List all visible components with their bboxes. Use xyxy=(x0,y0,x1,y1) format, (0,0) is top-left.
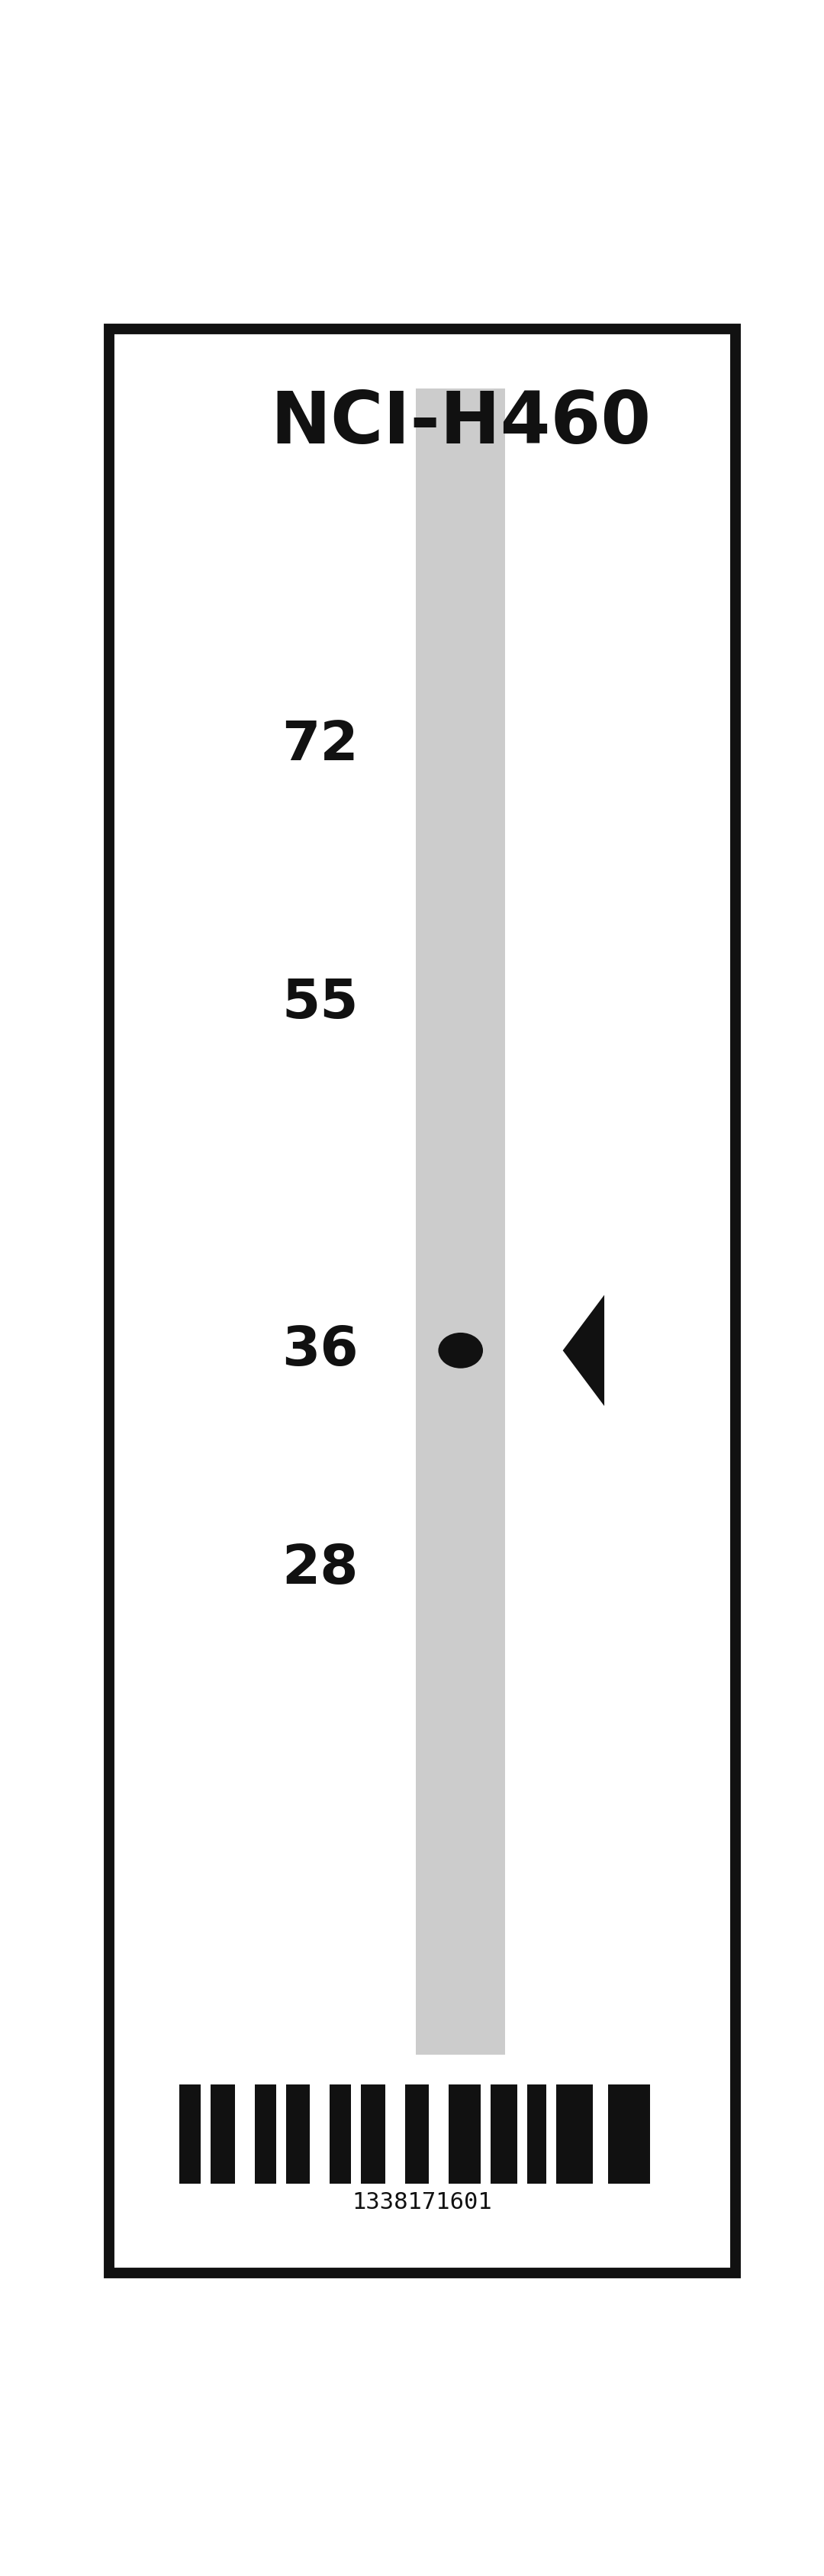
Bar xyxy=(299,2084,310,2184)
Bar xyxy=(462,2084,475,2184)
Bar xyxy=(188,2084,201,2184)
Text: NCI-H460: NCI-H460 xyxy=(270,389,651,459)
Bar xyxy=(496,2084,502,2184)
Bar xyxy=(527,2084,538,2184)
Text: 55: 55 xyxy=(282,976,358,1030)
Bar xyxy=(538,2084,546,2184)
Text: 28: 28 xyxy=(282,1543,358,1595)
Bar xyxy=(577,2084,593,2184)
Bar xyxy=(330,2084,346,2184)
Bar xyxy=(271,2084,276,2184)
Bar xyxy=(572,2084,577,2184)
Polygon shape xyxy=(563,1296,604,1406)
Bar xyxy=(556,2084,572,2184)
Bar xyxy=(491,2084,496,2184)
Text: 36: 36 xyxy=(282,1324,358,1376)
Bar xyxy=(449,2084,462,2184)
Ellipse shape xyxy=(438,1332,483,1368)
Bar xyxy=(211,2084,216,2184)
Bar xyxy=(361,2084,367,2184)
Bar xyxy=(621,2084,634,2184)
Bar xyxy=(608,2084,621,2184)
Bar xyxy=(346,2084,351,2184)
Bar xyxy=(255,2084,271,2184)
Bar xyxy=(634,2084,650,2184)
Bar xyxy=(405,2084,413,2184)
Text: 1338171601: 1338171601 xyxy=(352,2192,493,2213)
Bar xyxy=(367,2084,380,2184)
Text: 72: 72 xyxy=(282,719,358,773)
Bar xyxy=(502,2084,517,2184)
Bar xyxy=(216,2084,224,2184)
Bar xyxy=(180,2084,188,2184)
Bar xyxy=(475,2084,481,2184)
Bar xyxy=(224,2084,235,2184)
Bar xyxy=(286,2084,299,2184)
Bar xyxy=(380,2084,385,2184)
Bar xyxy=(413,2084,429,2184)
Bar xyxy=(416,389,505,2056)
